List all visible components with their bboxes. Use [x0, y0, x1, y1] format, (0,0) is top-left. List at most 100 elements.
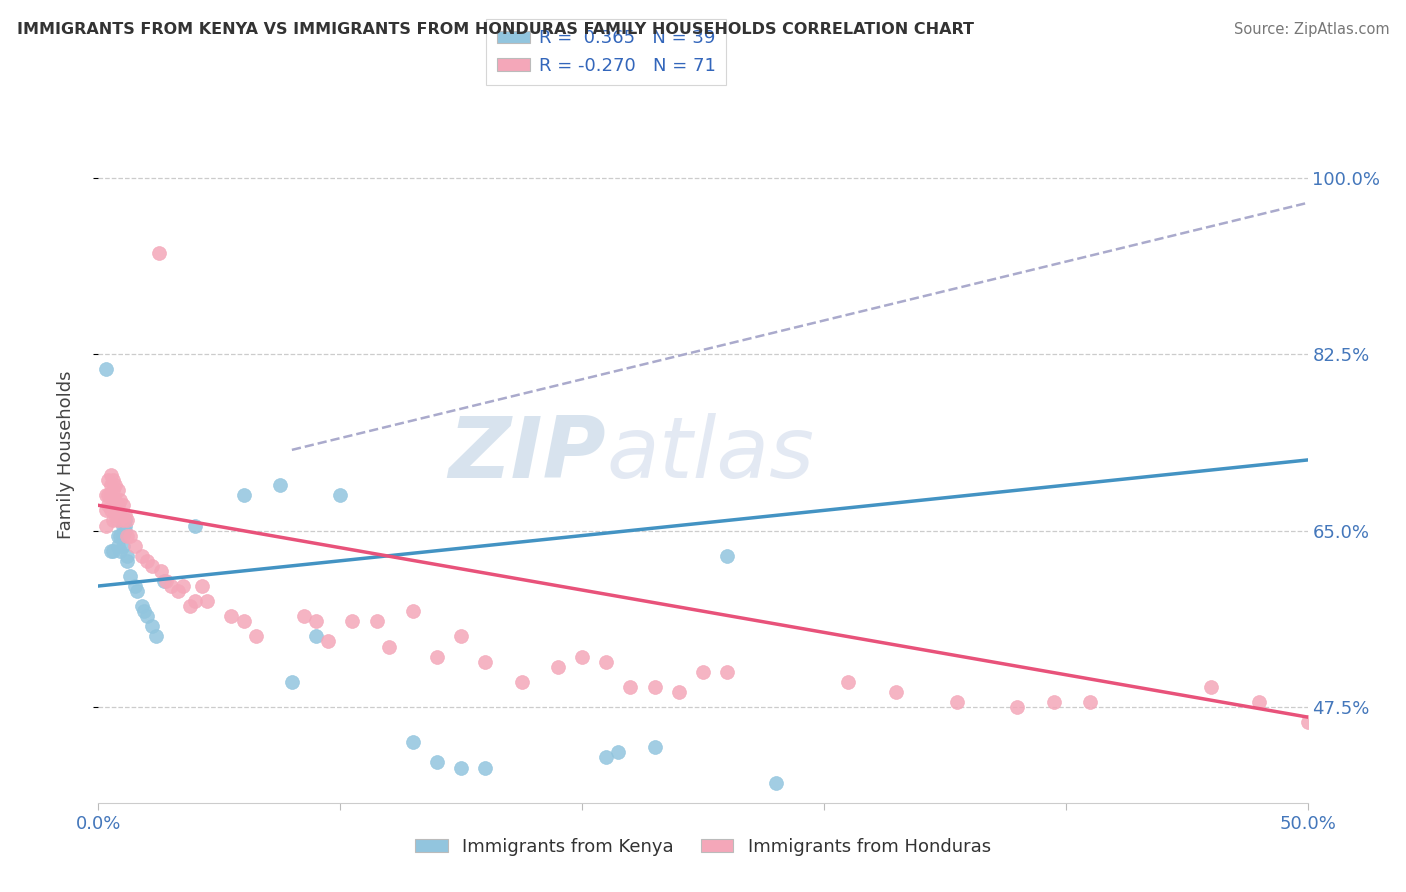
Point — [292, 609, 315, 624]
Point — [668, 685, 690, 699]
Point — [107, 539, 129, 553]
Legend: Immigrants from Kenya, Immigrants from Honduras: Immigrants from Kenya, Immigrants from H… — [408, 831, 998, 863]
Point — [141, 558, 163, 573]
Y-axis label: Family Households: Family Households — [56, 371, 75, 539]
Point — [155, 574, 177, 588]
Point — [117, 513, 139, 527]
Point — [124, 539, 146, 553]
Point — [118, 569, 141, 583]
Point — [111, 518, 134, 533]
Point — [148, 246, 170, 260]
Point — [402, 604, 425, 618]
Point — [145, 629, 167, 643]
Point — [619, 680, 641, 694]
Text: IMMIGRANTS FROM KENYA VS IMMIGRANTS FROM HONDURAS FAMILY HOUSEHOLDS CORRELATION : IMMIGRANTS FROM KENYA VS IMMIGRANTS FROM… — [17, 22, 974, 37]
Point — [195, 594, 218, 608]
Point — [97, 473, 120, 487]
Point — [184, 594, 207, 608]
Point — [644, 680, 666, 694]
Point — [114, 524, 136, 538]
Point — [595, 750, 617, 764]
Point — [117, 554, 139, 568]
Point — [108, 543, 131, 558]
Point — [281, 674, 304, 689]
Point — [160, 579, 183, 593]
Point — [269, 478, 291, 492]
Point — [305, 629, 328, 643]
Point — [1007, 700, 1029, 714]
Point — [100, 478, 122, 492]
Point — [134, 604, 156, 618]
Point — [111, 499, 134, 513]
Point — [104, 478, 127, 492]
Text: ZIP: ZIP — [449, 413, 606, 497]
Point — [946, 695, 969, 709]
Point — [135, 609, 157, 624]
Point — [716, 549, 738, 563]
Point — [366, 615, 388, 629]
Point — [101, 513, 124, 527]
Point — [107, 528, 129, 542]
Point — [94, 362, 117, 376]
Point — [97, 488, 120, 502]
Point — [101, 499, 124, 513]
Point — [111, 539, 134, 553]
Point — [124, 579, 146, 593]
Point — [765, 775, 787, 789]
Point — [1249, 695, 1271, 709]
Point — [100, 488, 122, 502]
Point — [101, 543, 124, 558]
Point — [837, 674, 859, 689]
Point — [100, 468, 122, 483]
Point — [117, 549, 139, 563]
Point — [1296, 715, 1319, 730]
Point — [474, 760, 496, 774]
Point — [104, 508, 127, 523]
Point — [114, 518, 136, 533]
Point — [692, 665, 714, 679]
Point — [111, 528, 134, 542]
Point — [131, 599, 153, 614]
Point — [100, 503, 122, 517]
Point — [571, 649, 593, 664]
Point — [101, 483, 124, 498]
Point — [1078, 695, 1101, 709]
Point — [107, 499, 129, 513]
Point — [94, 503, 117, 517]
Point — [114, 513, 136, 527]
Point — [886, 685, 908, 699]
Point — [184, 518, 207, 533]
Point — [108, 528, 131, 542]
Point — [474, 655, 496, 669]
Point — [547, 659, 569, 673]
Point — [104, 493, 127, 508]
Point — [114, 508, 136, 523]
Point — [644, 740, 666, 755]
Point — [245, 629, 267, 643]
Point — [510, 674, 533, 689]
Point — [342, 615, 364, 629]
Point — [131, 549, 153, 563]
Point — [426, 649, 449, 664]
Point — [450, 760, 472, 774]
Point — [426, 756, 449, 770]
Point — [117, 528, 139, 542]
Point — [450, 629, 472, 643]
Point — [377, 640, 399, 654]
Point — [402, 735, 425, 749]
Point — [316, 634, 339, 648]
Point — [108, 493, 131, 508]
Point — [232, 615, 254, 629]
Point — [94, 488, 117, 502]
Point — [107, 483, 129, 498]
Point — [118, 528, 141, 542]
Point — [135, 554, 157, 568]
Point — [232, 488, 254, 502]
Point — [152, 574, 174, 588]
Point — [111, 513, 134, 527]
Point — [191, 579, 214, 593]
Point — [107, 513, 129, 527]
Point — [179, 599, 201, 614]
Point — [101, 473, 124, 487]
Point — [108, 508, 131, 523]
